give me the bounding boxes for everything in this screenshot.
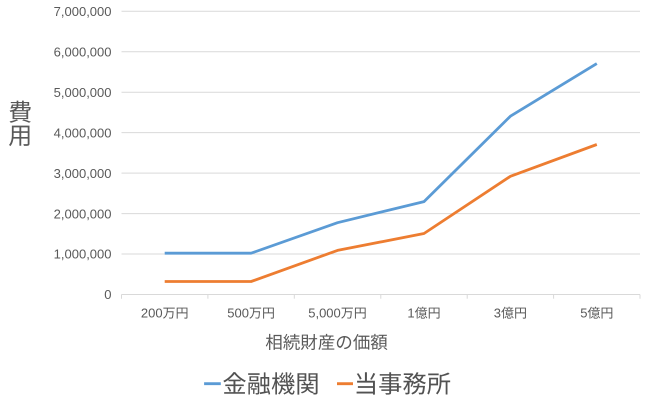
- svg-text:5,000: 5,000: [308, 306, 341, 321]
- svg-text:3,000,000: 3,000,000: [54, 166, 112, 181]
- svg-text:5,000,000: 5,000,000: [54, 85, 112, 100]
- svg-text:1: 1: [407, 306, 414, 321]
- svg-text:200: 200: [141, 306, 163, 321]
- svg-text:500: 500: [227, 306, 249, 321]
- svg-text:5: 5: [580, 306, 587, 321]
- svg-text:2,000,000: 2,000,000: [54, 206, 112, 221]
- svg-text:0: 0: [104, 287, 111, 302]
- svg-text:7,000,000: 7,000,000: [54, 4, 112, 19]
- svg-text:1,000,000: 1,000,000: [54, 247, 112, 262]
- svg-text:4,000,000: 4,000,000: [54, 125, 112, 140]
- svg-text:3: 3: [494, 306, 501, 321]
- svg-text:6,000,000: 6,000,000: [54, 44, 112, 59]
